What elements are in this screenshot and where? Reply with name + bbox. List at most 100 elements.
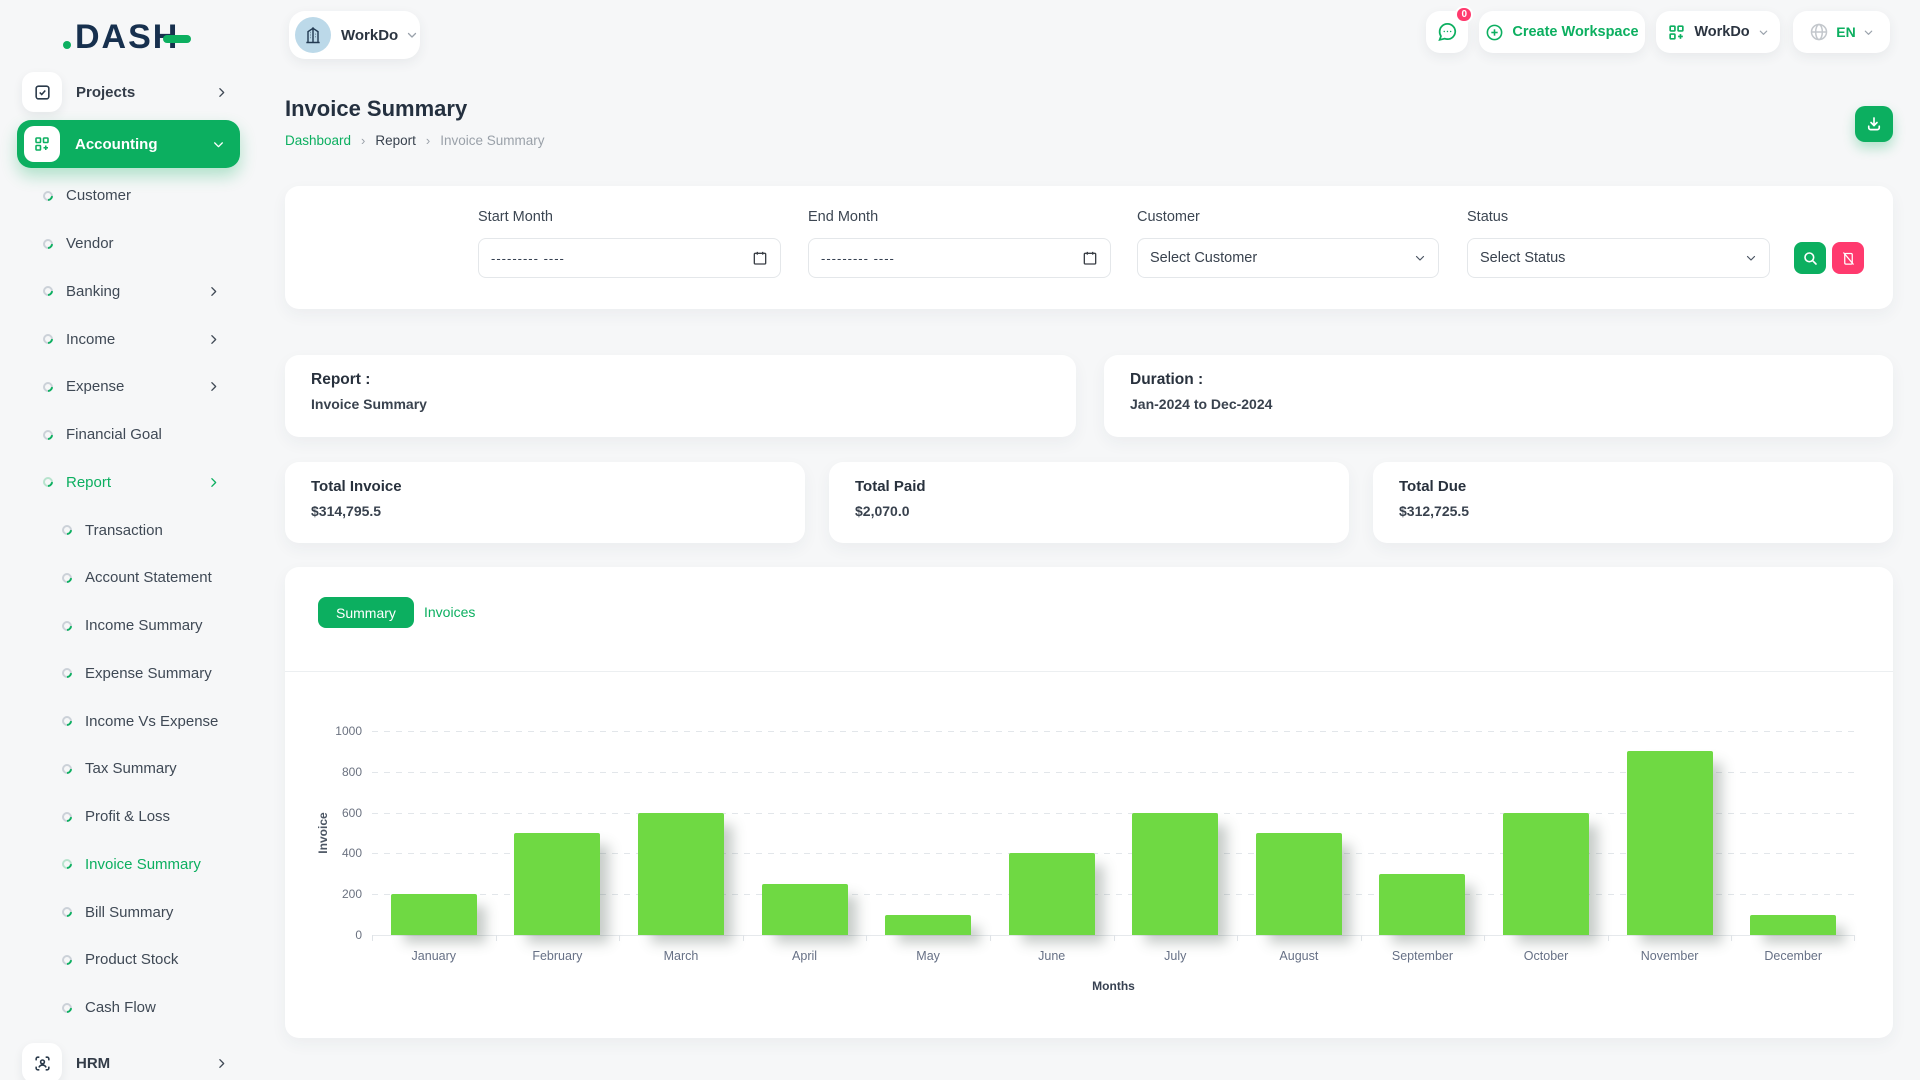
sidebar-item-label: Invoice Summary — [85, 856, 201, 873]
download-report-button[interactable] — [1855, 106, 1893, 142]
chart-bar-february[interactable] — [514, 833, 600, 935]
chart-bar-june[interactable] — [1009, 853, 1095, 935]
sidebar-item-bill-summary[interactable]: Bill Summary — [0, 888, 257, 936]
chart-bar-march[interactable] — [638, 813, 724, 935]
chart-bar-may[interactable] — [885, 915, 971, 935]
summary-chart-card: Summary Invoices 02004006008001000Januar… — [285, 567, 1893, 1038]
x-tick-label: August — [1237, 949, 1361, 963]
grid-plus-icon — [24, 126, 60, 162]
sidebar-item-invoice-summary[interactable]: Invoice Summary — [0, 841, 257, 889]
sidebar-item-expense[interactable]: Expense — [0, 363, 257, 411]
sidebar-item-customer[interactable]: Customer — [0, 172, 257, 220]
sidebar-item-banking[interactable]: Banking — [0, 268, 257, 316]
customer-select[interactable]: Select Customer — [1137, 238, 1439, 278]
sidebar-item-income[interactable]: Income — [0, 315, 257, 363]
chart-bar-april[interactable] — [762, 884, 848, 935]
x-axis-tick — [1361, 935, 1362, 941]
sidebar-item-accounting[interactable]: Accounting — [17, 120, 240, 168]
chart-bar-july[interactable] — [1132, 813, 1218, 935]
sidebar-item-projects[interactable]: Projects — [22, 72, 242, 112]
sidebar-item-vendor[interactable]: Vendor — [0, 220, 257, 268]
sidebar-item-label: Expense — [66, 378, 124, 395]
breadcrumb-dashboard[interactable]: Dashboard — [285, 133, 351, 148]
download-icon — [1865, 115, 1883, 133]
sidebar-item-label: Bill Summary — [85, 904, 173, 921]
end-month-label: End Month — [808, 209, 878, 225]
sidebar-item-expense-summary[interactable]: Expense Summary — [0, 650, 257, 698]
sidebar-item-label: Banking — [66, 283, 120, 300]
chat-icon — [1436, 21, 1458, 43]
start-month-value: --------- ---- — [491, 251, 752, 266]
workdo-apps-menu[interactable]: WorkDo — [1656, 11, 1780, 53]
report-value: Invoice Summary — [311, 396, 427, 412]
x-tick-label: March — [619, 949, 743, 963]
breadcrumb: Dashboard › Report › Invoice Summary — [285, 133, 545, 148]
app-root: DASH WorkDo 0 Create Workspace WorkDo EN — [0, 0, 1920, 1080]
y-tick-label: 1000 — [314, 724, 362, 738]
chart-bar-november[interactable] — [1627, 751, 1713, 935]
checkbox-icon — [22, 72, 62, 112]
x-tick-label: April — [743, 949, 867, 963]
building-icon — [303, 25, 323, 45]
create-workspace-button[interactable]: Create Workspace — [1479, 11, 1645, 53]
sidebar-item-income-vs-expense[interactable]: Income Vs Expense — [0, 697, 257, 745]
breadcrumb-current: Invoice Summary — [440, 133, 544, 148]
x-axis-tick — [866, 935, 867, 941]
sidebar-item-cash-flow[interactable]: Cash Flow — [0, 984, 257, 1032]
total-paid-card: Total Paid $2,070.0 — [829, 462, 1349, 543]
language-selector[interactable]: EN — [1793, 11, 1890, 53]
end-month-value: --------- ---- — [821, 251, 1082, 266]
sidebar-item-label: Cash Flow — [85, 999, 156, 1016]
chevron-down-icon — [212, 138, 225, 151]
total-due-value: $312,725.5 — [1399, 503, 1469, 519]
x-axis-tick — [1608, 935, 1609, 941]
dash-logo[interactable]: DASH — [63, 18, 191, 57]
total-invoice-card: Total Invoice $314,795.5 — [285, 462, 805, 543]
chart-bar-december[interactable] — [1750, 915, 1836, 935]
duration-label: Duration : — [1130, 371, 1203, 389]
sidebar-item-product-stock[interactable]: Product Stock — [0, 936, 257, 984]
sidebar-item-transaction[interactable]: Transaction — [0, 506, 257, 554]
sidebar-item-label: Accounting — [75, 136, 158, 153]
clear-filter-button[interactable] — [1832, 242, 1864, 274]
end-month-input[interactable]: --------- ---- — [808, 238, 1111, 278]
x-axis-tick — [1854, 935, 1855, 941]
sidebar-item-income-summary[interactable]: Income Summary — [0, 602, 257, 650]
chart-bar-october[interactable] — [1503, 813, 1589, 935]
bullet-icon — [41, 428, 55, 442]
chart-bar-august[interactable] — [1256, 833, 1342, 935]
chevron-down-icon — [406, 29, 418, 41]
sidebar-item-label: Projects — [76, 84, 135, 101]
chart-bar-january[interactable] — [391, 894, 477, 935]
x-axis-tick — [372, 935, 373, 941]
chevron-right-icon — [215, 86, 228, 99]
apply-filter-button[interactable] — [1794, 242, 1826, 274]
bullet-icon — [41, 284, 55, 298]
customer-select-value: Select Customer — [1150, 250, 1414, 266]
chevron-right-icon — [207, 333, 220, 346]
start-month-input[interactable]: --------- ---- — [478, 238, 781, 278]
sidebar-item-account-statement[interactable]: Account Statement — [0, 554, 257, 602]
x-tick-label: November — [1608, 949, 1732, 963]
chart-bar-september[interactable] — [1379, 874, 1465, 935]
chevron-separator-icon: › — [426, 133, 430, 148]
sidebar-item-hrm[interactable]: HRM — [22, 1043, 242, 1080]
messages-button[interactable]: 0 — [1426, 11, 1468, 53]
sidebar-item-label: Transaction — [85, 522, 163, 539]
user-scan-icon — [22, 1043, 62, 1080]
workspace-avatar — [295, 17, 331, 53]
bullet-icon — [60, 953, 74, 967]
x-tick-label: July — [1114, 949, 1238, 963]
breadcrumb-report[interactable]: Report — [375, 133, 416, 148]
status-select[interactable]: Select Status — [1467, 238, 1770, 278]
sidebar-item-tax-summary[interactable]: Tax Summary — [0, 745, 257, 793]
workspace-switcher[interactable]: WorkDo — [289, 11, 420, 59]
x-tick-label: June — [990, 949, 1114, 963]
sidebar-item-financial-goal[interactable]: Financial Goal — [0, 411, 257, 459]
sidebar: Projects Accounting CustomerVendor Bankin… — [0, 60, 257, 1080]
status-select-value: Select Status — [1480, 250, 1745, 266]
page-title: Invoice Summary — [285, 96, 467, 122]
sidebar-item-profit-loss[interactable]: Profit & Loss — [0, 793, 257, 841]
sidebar-item-report[interactable]: Report — [0, 459, 257, 507]
bullet-icon — [60, 1001, 74, 1015]
